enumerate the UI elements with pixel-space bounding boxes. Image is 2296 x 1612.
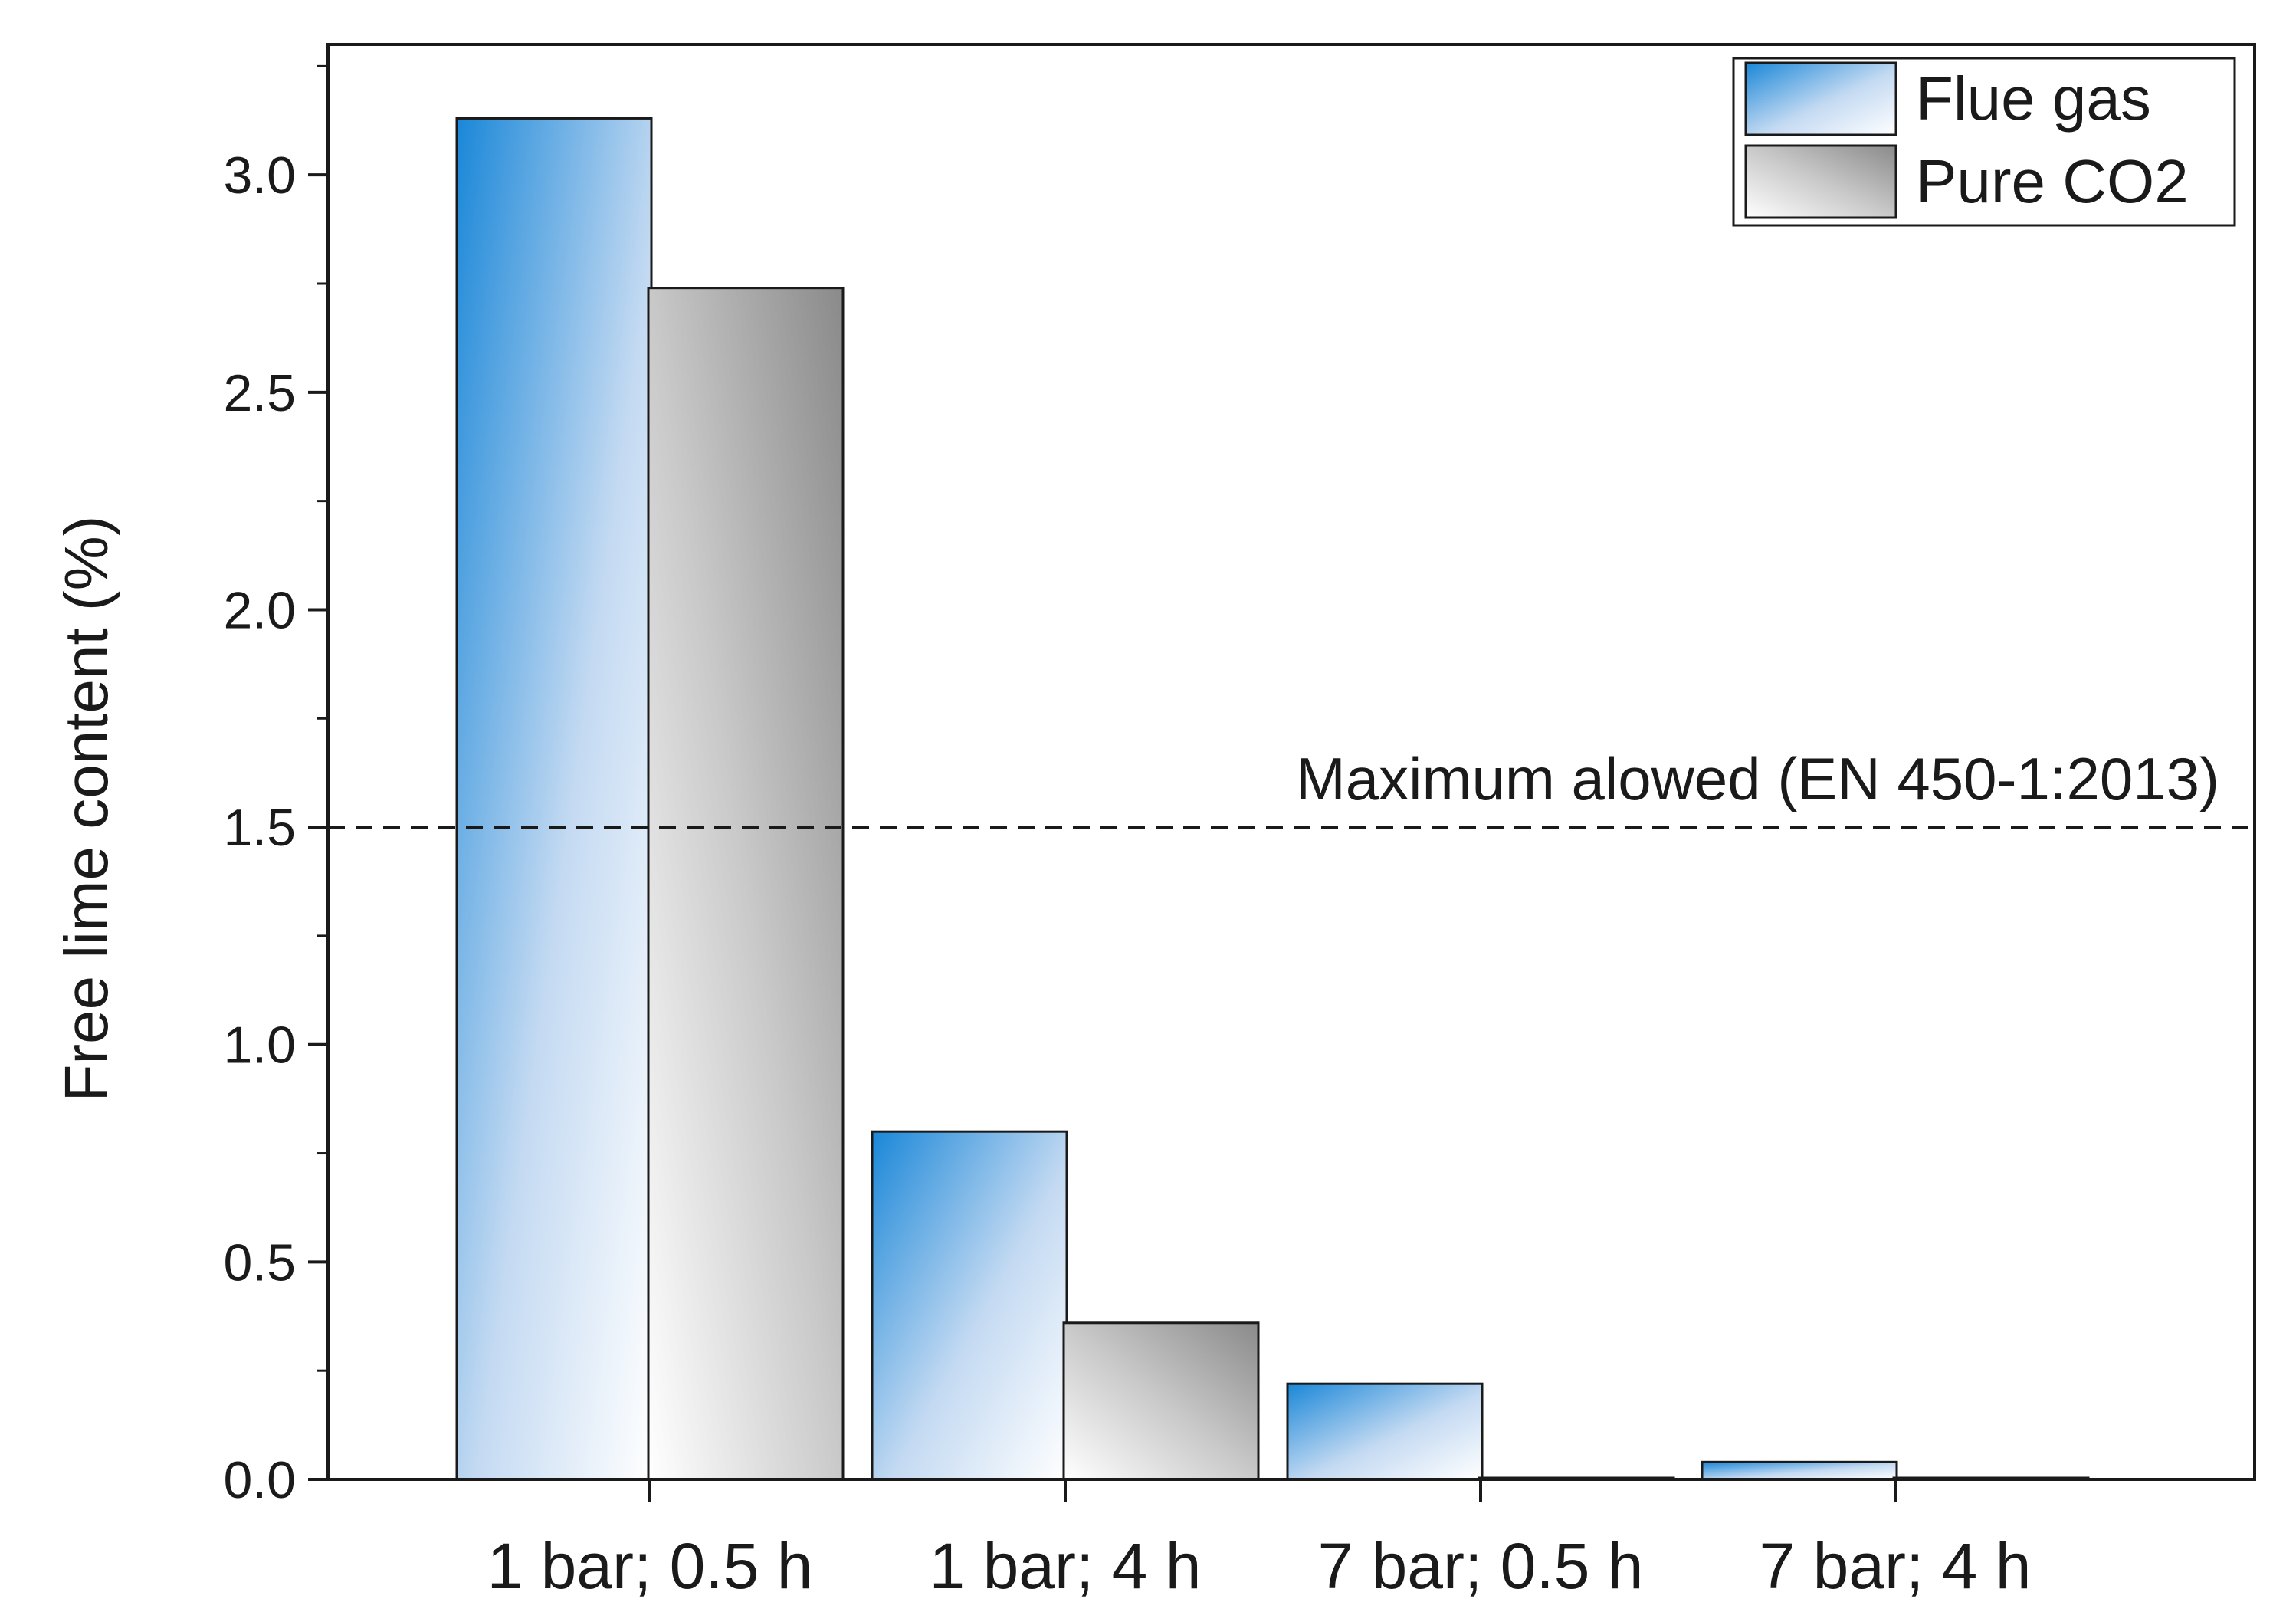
y-tick-label: 3.0 <box>223 146 296 205</box>
y-tick-label: 0.0 <box>223 1451 296 1509</box>
legend-label-pure-co2: Pure CO2 <box>1916 147 2189 215</box>
legend-swatch-pure-co2 <box>1744 144 1897 219</box>
bars-group <box>455 117 2090 1481</box>
y-tick-label: 1.0 <box>223 1016 296 1075</box>
legend: Flue gas Pure CO2 <box>1732 57 2236 227</box>
x-category-label: 1 bar; 4 h <box>930 1530 1202 1602</box>
bar-pure-co2-1-bar-4-h <box>1062 1321 1260 1481</box>
y-tick-label: 2.0 <box>223 581 296 639</box>
y-tick-label: 1.5 <box>223 799 296 857</box>
y-tick-label: 2.5 <box>223 364 296 422</box>
legend-swatch-flue-gas <box>1744 61 1897 136</box>
x-category-label: 7 bar; 0.5 h <box>1318 1530 1644 1602</box>
plot-area-frame <box>326 43 2256 1481</box>
bar-flue-gas-7-bar-0-5-h <box>1286 1382 1484 1481</box>
x-axis: 1 bar; 0.5 h 1 bar; 4 h 7 bar; 0.5 h 7 bar;… <box>487 1479 2032 1602</box>
bar-flue-gas-1-bar-0-5-h <box>455 117 653 1481</box>
bar-flue-gas-1-bar-4-h <box>871 1130 1068 1481</box>
bar-flue-gas-7-bar-4-h <box>1701 1460 1898 1481</box>
bar-pure-co2-1-bar-0-5-h <box>647 287 845 1481</box>
reference-line-label: Maximum alowed (EN 450-1:2013) <box>1296 745 2219 813</box>
x-category-label: 7 bar; 4 h <box>1760 1530 2032 1602</box>
x-category-label: 1 bar; 0.5 h <box>487 1530 813 1602</box>
y-axis-title: Free lime content (%) <box>52 516 120 1102</box>
legend-label-flue-gas: Flue gas <box>1916 64 2151 133</box>
y-axis: 0.0 0.5 1.0 1.5 2.0 2.5 3.0 <box>223 64 328 1509</box>
y-tick-label: 0.5 <box>223 1233 296 1292</box>
